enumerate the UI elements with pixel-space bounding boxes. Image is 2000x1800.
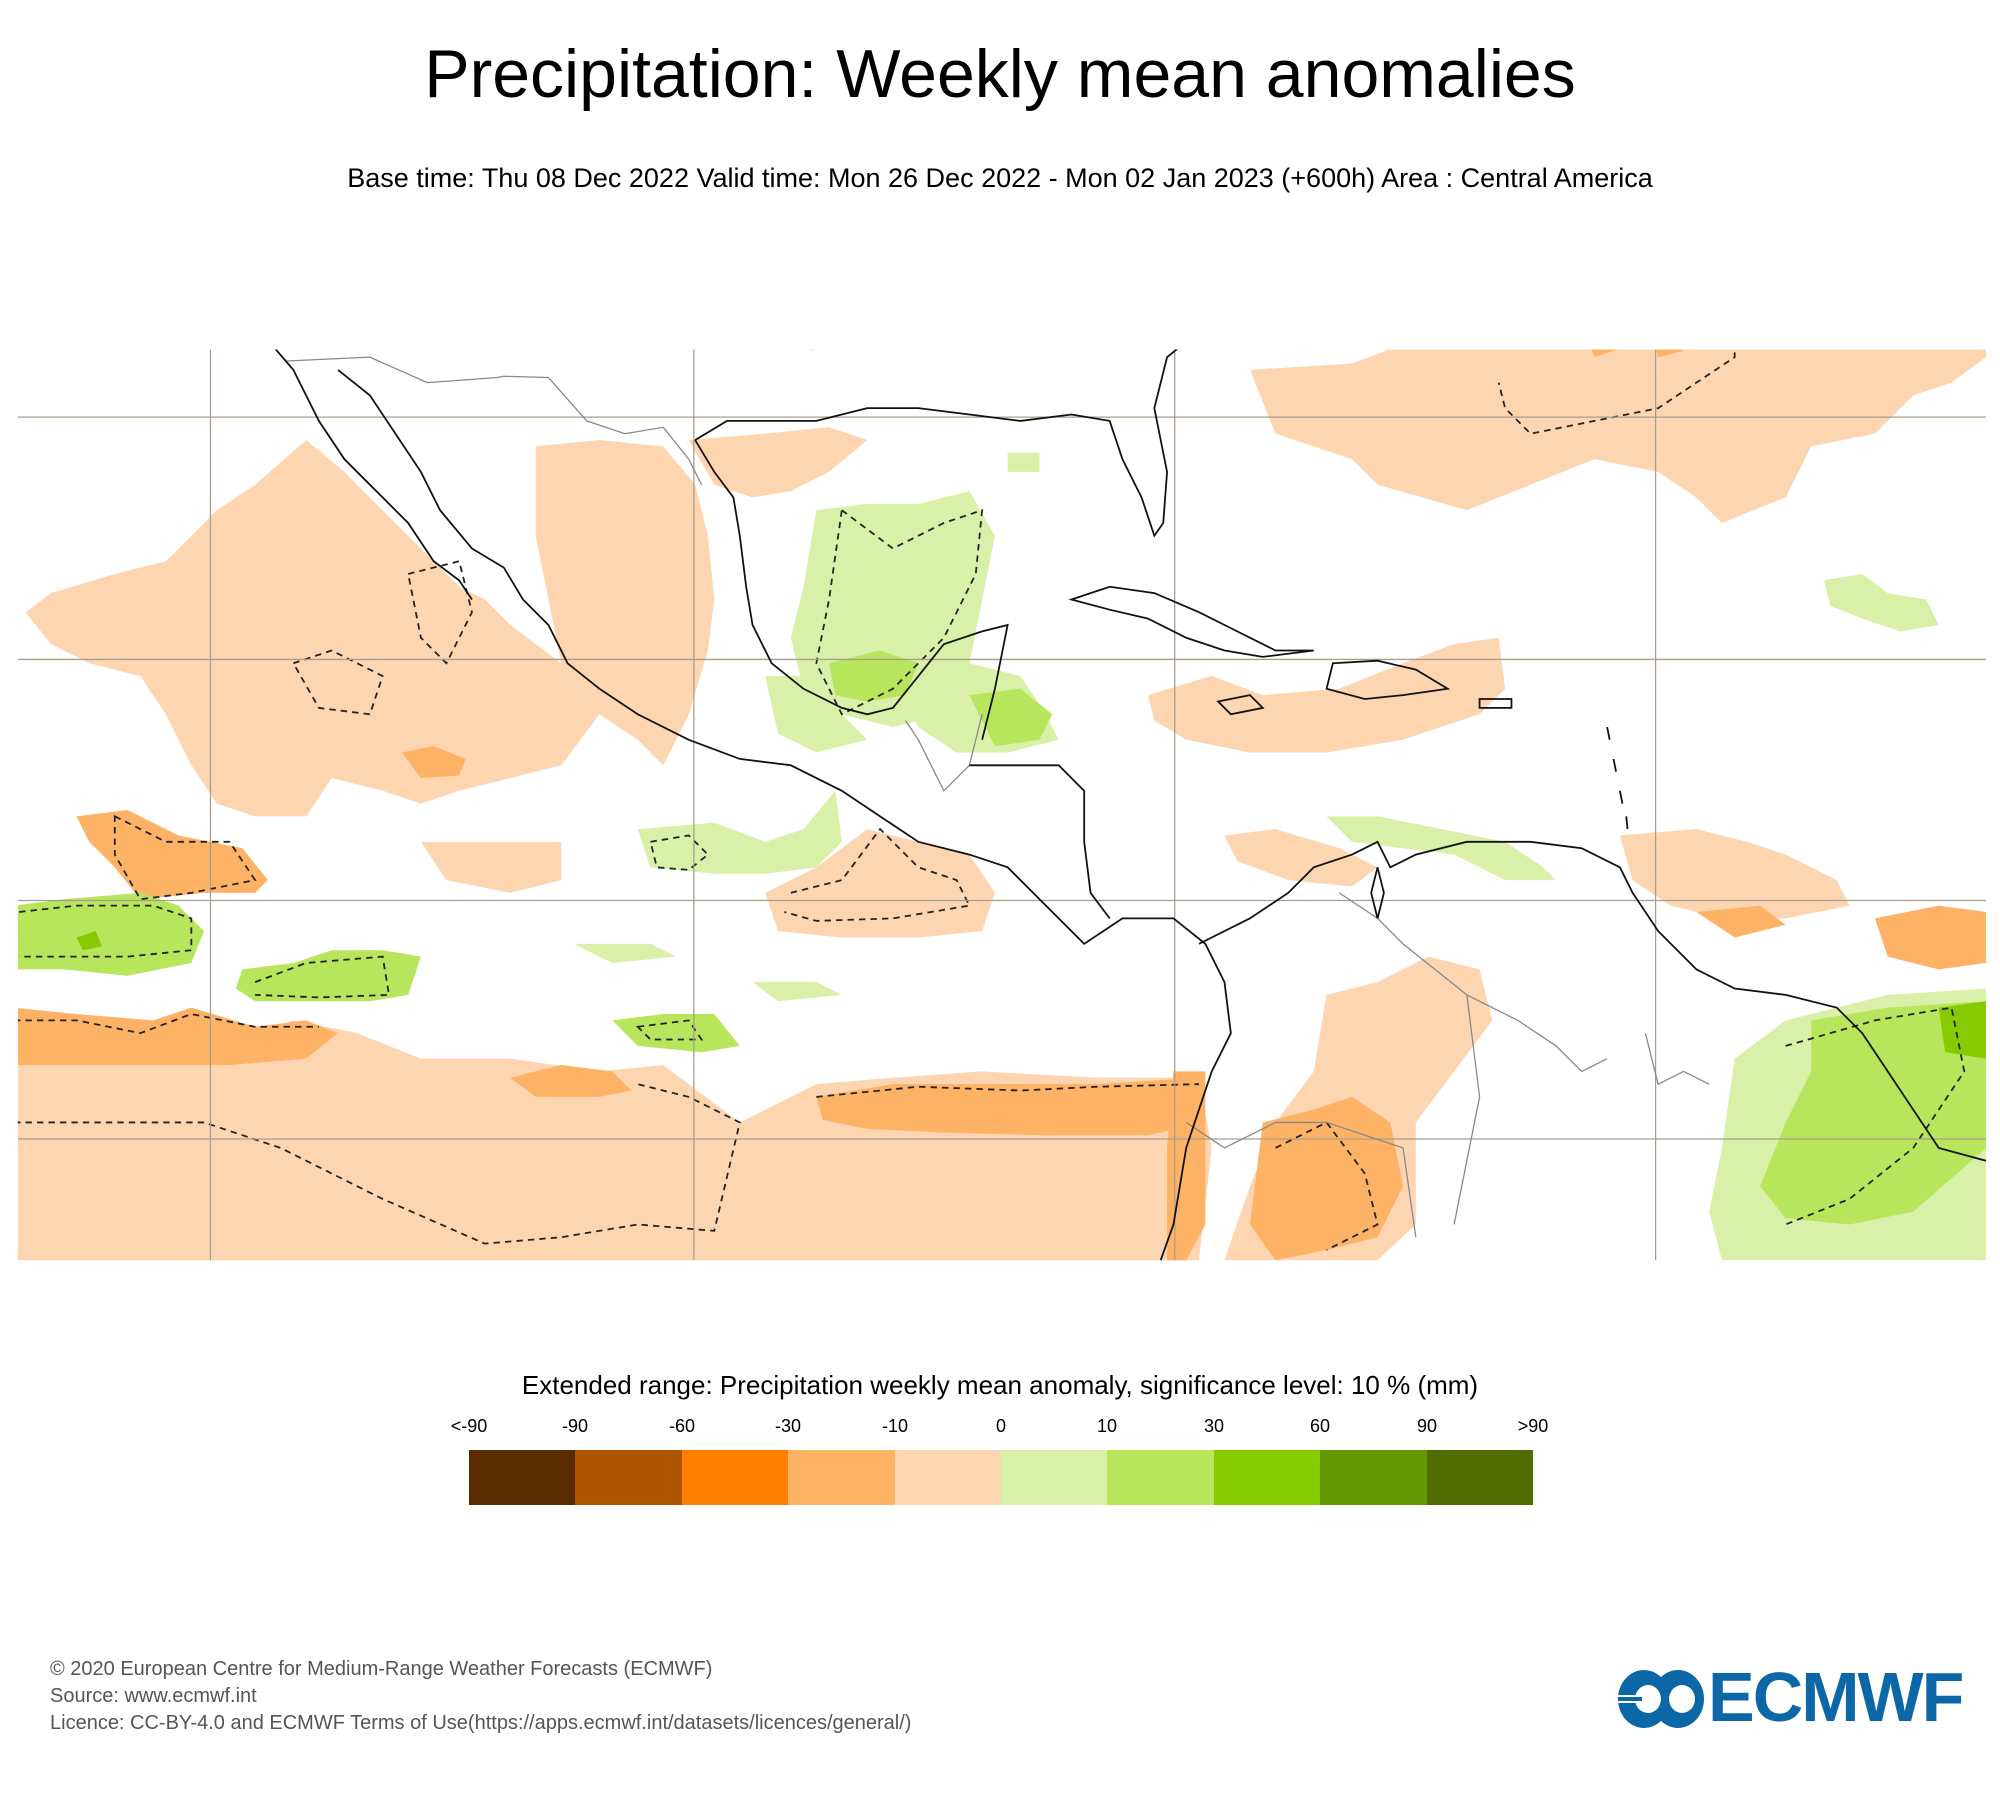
colorbar-segment xyxy=(1426,1450,1534,1505)
source-text: Source: www.ecmwf.int xyxy=(50,1685,257,1707)
country-borders xyxy=(286,356,1710,1238)
colorbar-segment xyxy=(1320,1450,1427,1505)
colorbar-segment xyxy=(894,1450,1002,1505)
colorbar-label: -60 xyxy=(668,1416,695,1436)
footer-credits: © 2020 European Centre for Medium-Range … xyxy=(50,1656,911,1737)
colorbar-label: -10 xyxy=(881,1416,908,1436)
colorbar-segment xyxy=(469,1450,576,1505)
colorbar xyxy=(469,1450,1534,1505)
licence-text: Licence: CC-BY-4.0 and ECMWF Terms of Us… xyxy=(50,1712,912,1734)
significance-contours xyxy=(17,349,1966,1251)
colorbar-label: 0 xyxy=(995,1416,1006,1436)
coastlines xyxy=(274,349,1987,1261)
anomaly-fill-dark-green xyxy=(76,931,1986,1059)
precipitation-anomaly-map xyxy=(17,349,1987,1261)
map-layers xyxy=(17,349,1987,1261)
colorbar-segment xyxy=(681,1450,789,1505)
colorbar-label: 10 xyxy=(1096,1416,1118,1436)
legend-title: Extended range: Precipitation weekly mea… xyxy=(521,1370,1479,1400)
anomaly-fill-medium-green xyxy=(17,650,1986,1225)
anomaly-fill-light-orange xyxy=(17,349,1986,1261)
colorbar-segment xyxy=(788,1450,895,1505)
ecmwf-logo-icon xyxy=(1618,1670,1704,1728)
colorbar-segment xyxy=(575,1450,682,1505)
colorbar-labels: <-90 -90 -60 -30 -10 0 10 30 60 90 >90 xyxy=(0,1417,2000,1441)
colorbar-label: <-90 xyxy=(450,1416,488,1436)
ecmwf-logo: ECMWF xyxy=(1618,1662,1964,1732)
colorbar-label: >90 xyxy=(1517,1416,1549,1436)
chart-title: Precipitation: Weekly mean anomalies xyxy=(424,36,1576,112)
colorbar-label: 30 xyxy=(1203,1416,1225,1436)
chart-subtitle: Base time: Thu 08 Dec 2022 Valid time: M… xyxy=(347,163,1653,193)
colorbar-segment xyxy=(1213,1450,1321,1505)
colorbar-label: -90 xyxy=(561,1416,588,1436)
colorbar-segment xyxy=(1107,1450,1214,1505)
colorbar-label: -30 xyxy=(774,1416,801,1436)
copyright-text: © 2020 European Centre for Medium-Range … xyxy=(50,1658,713,1680)
colorbar-segment xyxy=(1001,1450,1108,1505)
logo-text: ECMWF xyxy=(1708,1658,1964,1736)
colorbar-label: 60 xyxy=(1309,1416,1331,1436)
colorbar-label: 90 xyxy=(1416,1416,1438,1436)
